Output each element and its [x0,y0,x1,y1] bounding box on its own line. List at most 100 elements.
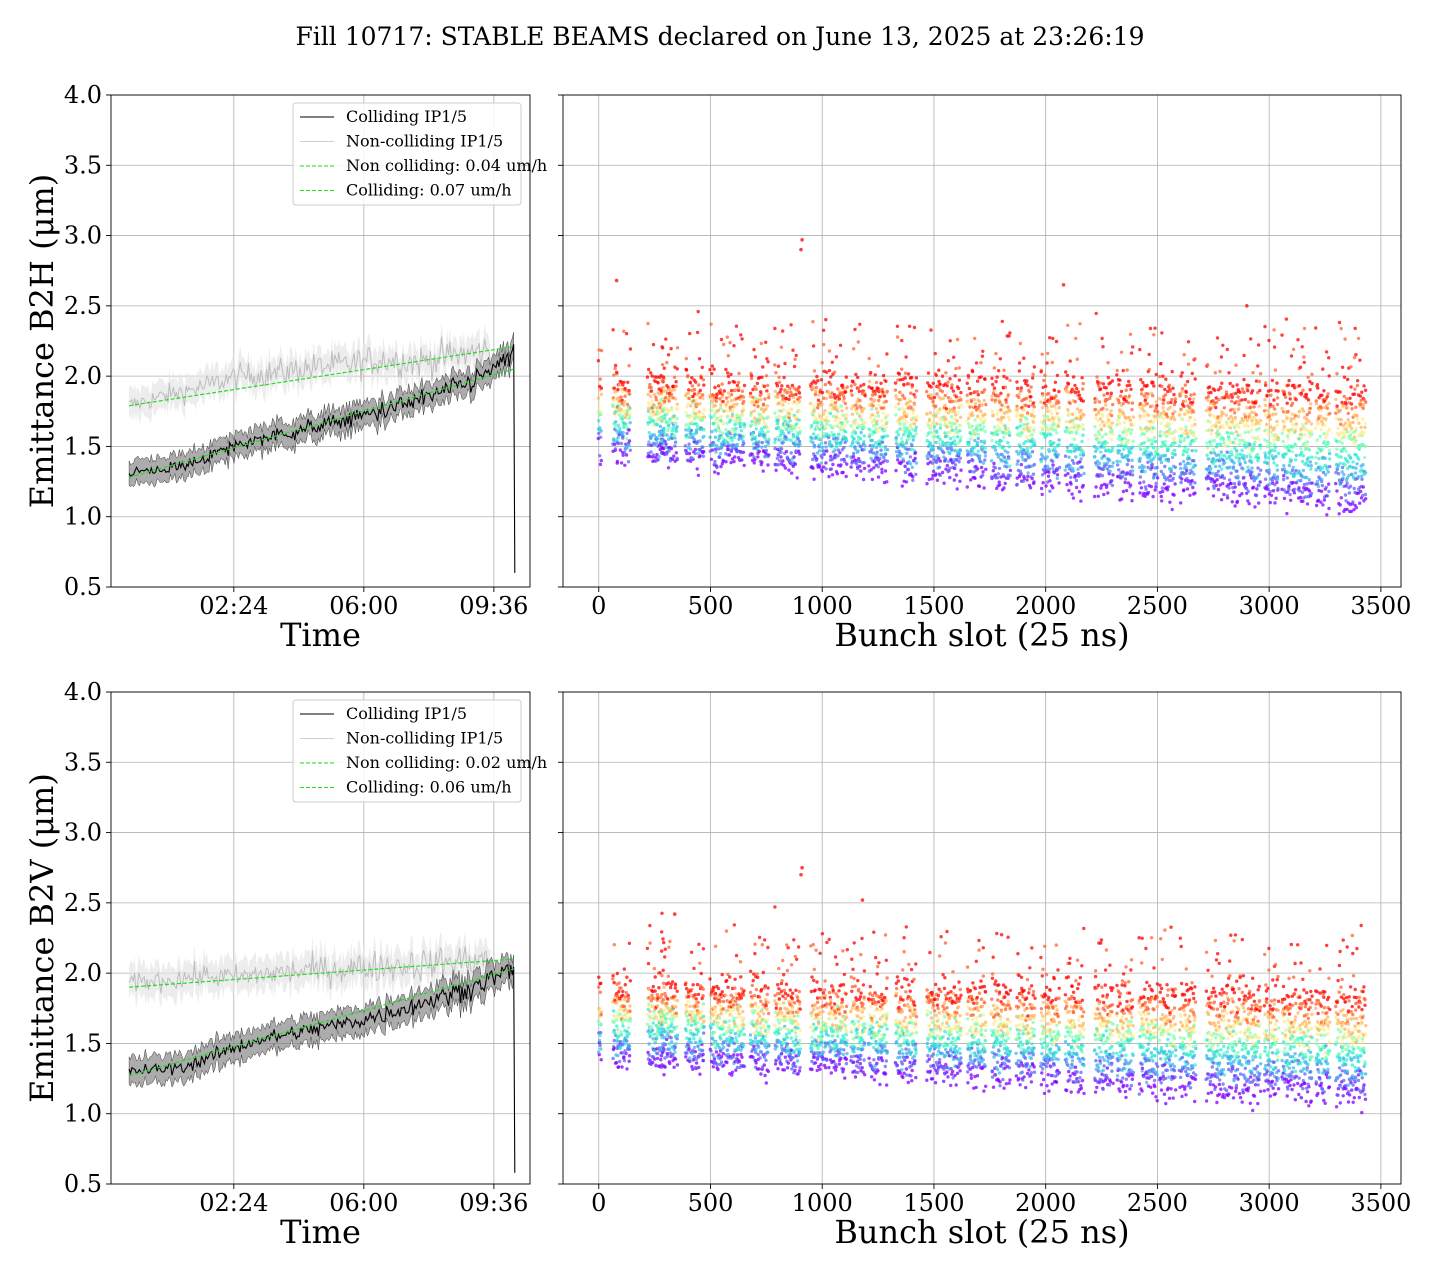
bunch-point [1349,430,1353,434]
bunch-point [1301,468,1306,473]
bunch-point [1127,379,1131,384]
bunch-point [958,429,962,433]
bunch-point [1241,467,1245,471]
bunch-point [1183,463,1187,467]
bunch-point [1118,409,1122,414]
bunch-point [628,421,632,425]
bunch-point [850,393,854,397]
bunch-point [909,405,913,410]
bunch-point [851,454,856,459]
bunch-point [944,410,948,414]
bunch-point [838,343,843,347]
bunch-point [1299,447,1303,451]
bunch-point [716,424,720,428]
bunch-point [652,433,657,437]
bunch-point [726,400,730,404]
bunch-point [1147,367,1152,372]
bunch-point [1267,338,1271,343]
bunch-point [930,454,934,459]
bunch-point [1349,426,1354,431]
bunch-point [657,455,661,459]
bunch-point [1050,411,1054,416]
bunch-point [721,399,725,404]
bunch-point [1232,481,1237,486]
bunch-point [1276,436,1280,440]
bunch-point [1075,407,1080,411]
bunch-point [622,450,627,455]
bunch-point [1246,499,1250,503]
bunch-point [651,342,656,347]
bunch-point [1194,437,1198,441]
bunch-point [1046,351,1050,356]
bunch-point [818,465,822,469]
bunch-point [1242,353,1246,358]
bunch-point [1237,407,1241,411]
bunch-point [900,367,904,371]
bunch-point [938,407,942,411]
bunch-point [1306,375,1310,379]
bunch-point [1204,408,1209,413]
bunch-point [727,395,731,399]
bunch-point [953,448,957,453]
bunch-point [1098,417,1103,421]
bunch-point [1316,498,1321,502]
bunch-point [1282,420,1287,424]
bunch-point [796,437,800,441]
bunch-point [982,439,987,443]
bunch-point [1151,446,1156,450]
bunch-point [1229,481,1233,486]
bunch-point [879,381,883,385]
bunch-point [835,424,839,428]
bunch-point [951,460,956,464]
bunch-point [713,403,718,408]
axes-frame [110,691,531,1185]
bunch-point [1023,458,1028,463]
bunch-point [710,371,714,376]
bunch-point [1250,410,1254,414]
bunch-point [1170,397,1174,402]
bunch-point [1138,401,1143,406]
bunch-point [1102,424,1107,428]
bunch-point [1323,473,1328,477]
bunch-point [793,462,797,466]
bunch-point [901,394,905,398]
bunch-point [1269,493,1274,498]
bunch-point [1205,441,1209,445]
bunch-point [742,425,747,430]
bunch-point [646,422,650,427]
bunch-point [991,382,995,387]
bunch-point [1057,401,1061,405]
bunch-point [845,454,849,458]
bunch-point [1146,392,1150,396]
bunch-point [1364,497,1368,501]
bunch-point [730,457,735,461]
bunch-point [1292,416,1296,421]
bunch-point [1307,419,1311,423]
bunch-point [627,392,632,396]
bunch-point [752,461,756,465]
bunch-point [1163,453,1168,458]
bunch-point [946,411,951,415]
bunch-point [1186,480,1191,484]
bunch-point [1092,494,1097,499]
bunch-point [687,442,691,446]
bunch-point [654,395,658,399]
bunch-point [929,393,933,397]
bunch-point [1363,388,1368,392]
bunch-point [907,437,911,441]
bunch-point [1361,406,1365,411]
bunch-point [938,442,942,447]
bunch-point [981,470,985,474]
bunch-point [1352,355,1357,360]
bunch-point [1122,420,1127,425]
bunch-point [936,434,940,439]
bunch-point [737,386,741,390]
bunch-point [872,424,876,428]
bunch-point [797,452,802,456]
bunch-point [1173,397,1178,401]
bunch-point [999,391,1003,395]
bunch-point [1282,455,1286,459]
bunch-point [646,392,650,397]
bunch-point [1233,485,1237,489]
bunch-point [1026,474,1030,479]
